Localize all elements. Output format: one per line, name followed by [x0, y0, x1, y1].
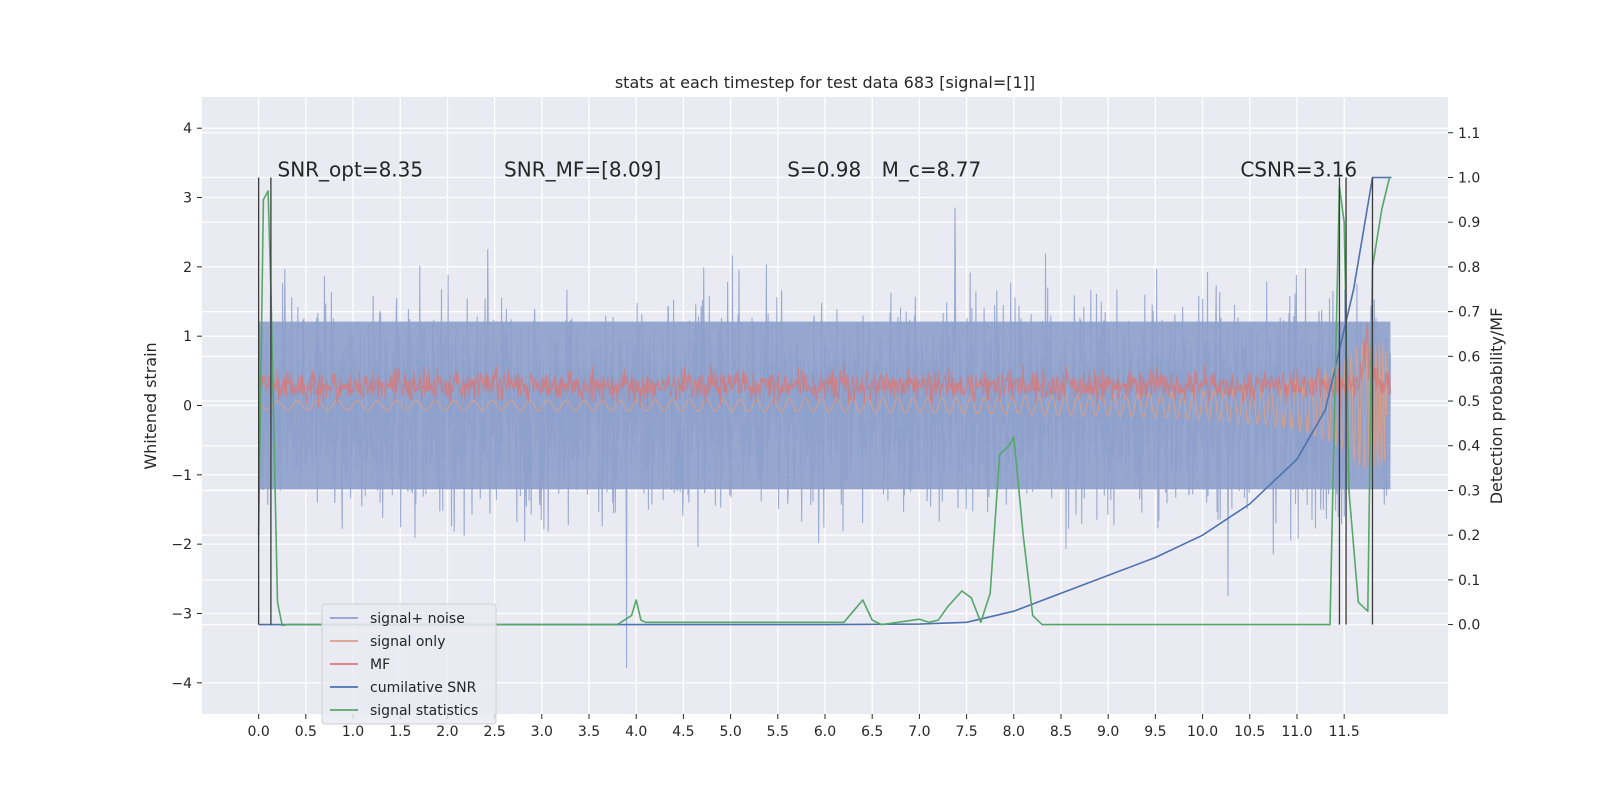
- legend-label: MF: [370, 657, 390, 673]
- x-tick-label: 9.0: [1097, 724, 1119, 740]
- annotation: CSNR=3.16: [1240, 157, 1357, 181]
- chart-title: stats at each timestep for test data 683…: [615, 73, 1035, 92]
- signal-only-line: [258, 343, 1391, 468]
- mf-line: [258, 323, 1391, 412]
- y-tick-label: −2: [171, 537, 192, 553]
- legend-label: signal statistics: [370, 703, 478, 719]
- x-tick-label: 11.5: [1329, 724, 1360, 740]
- legend-label: cumilative SNR: [370, 680, 477, 696]
- axes: 0.0 0.5 1.0 1.5 2.0 2.5 3.0 3.5 4.0 4.5 5.0 5.5 6.0 6…: [171, 121, 1480, 740]
- x-tick-label: 2.0: [436, 724, 458, 740]
- y2-tick-label: 0.9: [1458, 215, 1480, 231]
- x-tick-label: 10.5: [1234, 724, 1265, 740]
- annotation: SNR_opt=8.35: [278, 157, 424, 181]
- y-tick-label: −4: [171, 676, 192, 692]
- annotation: M_c=8.77: [882, 157, 982, 181]
- x-tick-label: 1.5: [389, 724, 411, 740]
- y-tick-label: 3: [183, 191, 192, 207]
- x-tick-label: 7.0: [908, 724, 930, 740]
- x-tick-label: 2.5: [483, 724, 505, 740]
- signal-only-series: [258, 343, 1391, 468]
- y2-tick-label: 0.1: [1458, 573, 1480, 589]
- x-tick-label: 3.5: [578, 724, 600, 740]
- x-tick-label: 7.5: [955, 724, 977, 740]
- annotation: SNR_MF=[8.09]: [504, 157, 661, 181]
- y2-axis-label: Detection probability/MF: [1487, 308, 1506, 505]
- mf-series: [258, 323, 1391, 412]
- x-tick-label: 8.5: [1050, 724, 1072, 740]
- x-tick-label: 5.5: [767, 724, 789, 740]
- y-tick-label: −1: [171, 468, 192, 484]
- annotation: S=0.98: [787, 157, 861, 181]
- y-tick-label: 1: [183, 329, 192, 345]
- x-tick-label: 10.0: [1187, 724, 1218, 740]
- legend-box: [321, 603, 497, 725]
- annotations: SNR_opt=8.35 SNR_MF=[8.09] S=0.98 M_c=8.77 C…: [278, 157, 1358, 181]
- x-tick-label: 6.5: [861, 724, 883, 740]
- y2-tick-label: 0.0: [1458, 618, 1480, 634]
- y-tick-label: 2: [183, 260, 192, 276]
- vertical-markers: [257, 177, 1374, 625]
- legend: signal+ noise signal only MF cumilative SNR…: [321, 603, 497, 725]
- y-axis-label: Whitened strain: [141, 342, 160, 469]
- y2-tick-label: 0.8: [1458, 260, 1480, 276]
- y2-tick-label: 1.0: [1458, 170, 1480, 186]
- y-tick-label: 0: [183, 399, 192, 415]
- x-tick-label: 4.0: [625, 724, 647, 740]
- x-tick-label: 5.0: [719, 724, 741, 740]
- x-tick-label: 0.5: [295, 724, 317, 740]
- y-tick-label: −3: [171, 606, 192, 622]
- x-tick-label: 9.5: [1144, 724, 1166, 740]
- y2-tick-label: 0.3: [1458, 483, 1480, 499]
- y2-tick-label: 0.7: [1458, 305, 1480, 321]
- y2-tick-label: 0.5: [1458, 394, 1480, 410]
- legend-label: signal only: [370, 634, 445, 650]
- legend-label: signal+ noise: [370, 611, 465, 627]
- x-tick-label: 0.0: [248, 724, 270, 740]
- y2-tick-label: 0.6: [1458, 349, 1480, 365]
- y2-tick-label: 0.4: [1458, 439, 1480, 455]
- x-tick-label: 6.0: [814, 724, 836, 740]
- x-tick-label: 4.5: [672, 724, 694, 740]
- y-tick-label: 4: [183, 121, 192, 137]
- y2-tick-label: 1.1: [1458, 126, 1480, 142]
- x-tick-label: 11.0: [1281, 724, 1312, 740]
- y2-tick-label: 0.2: [1458, 528, 1480, 544]
- x-tick-label: 3.0: [531, 724, 553, 740]
- x-tick-label: 1.0: [342, 724, 364, 740]
- x-tick-label: 8.0: [1003, 724, 1025, 740]
